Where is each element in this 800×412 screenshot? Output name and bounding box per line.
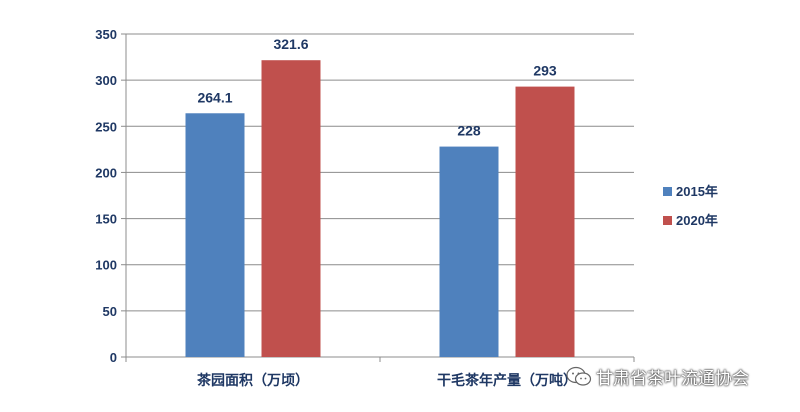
bars [185,60,575,358]
bar [261,60,321,358]
y-tick-label: 350 [95,27,117,42]
y-tick-label: 50 [103,304,117,319]
category-label: 茶园面积（万顷） [196,372,309,389]
legend-label: 2020年 [676,213,718,228]
bar [515,86,575,358]
watermark: 甘肃省茶叶流通协会 [566,364,749,389]
watermark-text: 甘肃省茶叶流通协会 [596,369,749,389]
legend: 2015年 2020年 [663,184,718,228]
legend-label: 2015年 [676,184,718,199]
bar [439,146,499,357]
y-tick-label: 0 [110,350,117,365]
category-label: 干毛茶年产量（万吨） [437,372,577,389]
bar [185,113,245,357]
legend-swatch [663,216,672,225]
data-label: 228 [457,123,481,139]
data-label: 293 [533,63,557,79]
data-label: 264.1 [197,89,232,105]
data-label: 321.6 [273,36,308,52]
category-labels: 茶园面积（万顷） 干毛茶年产量（万吨） [196,372,577,389]
wechat-icon [566,366,592,386]
y-tick-label: 200 [95,165,117,180]
legend-swatch [663,187,672,196]
y-tick-label: 100 [95,258,117,273]
y-tick-label: 250 [95,119,117,134]
y-tick-label: 150 [95,212,117,227]
data-labels: 264.1 321.6 228 293 [197,36,556,138]
y-tick-label: 300 [95,73,117,88]
